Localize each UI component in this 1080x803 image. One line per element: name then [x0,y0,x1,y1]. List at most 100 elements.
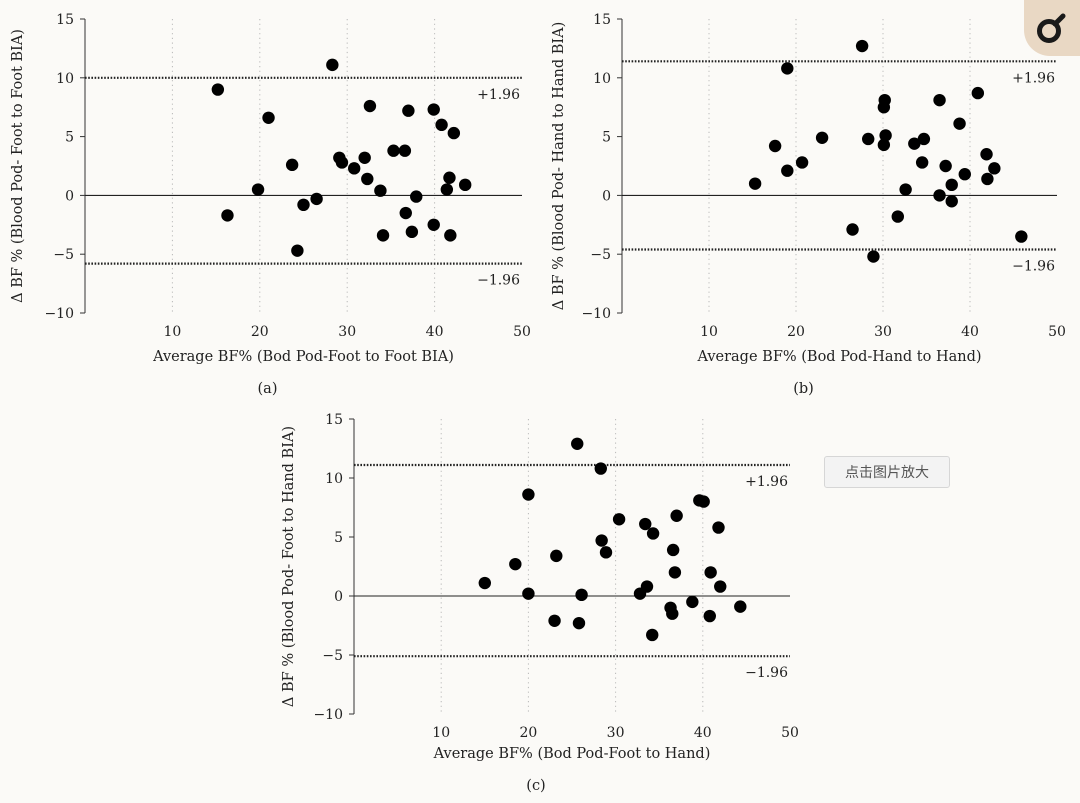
y-tick-label: 10 [56,71,74,87]
data-point [945,178,958,192]
panel-label: (a) [258,381,278,397]
x-axis-title: Average BF% (Bod Pod-Foot to Hand) [433,746,711,762]
data-point [405,225,419,239]
y-axis-title: Δ BF % (Blood Pod- Foot to Foot BIA) [10,29,26,303]
data-point [297,198,310,212]
y-tick-label: 15 [593,12,611,28]
data-point [522,488,535,501]
data-point [714,580,727,593]
zoom-button[interactable] [1024,0,1080,56]
magnifier-icon [1037,13,1066,43]
data-point [427,218,440,231]
data-point [933,93,946,107]
data-point [326,58,339,72]
enlarge-tooltip[interactable]: 点击图片放大 [824,456,950,488]
data-point [980,148,993,161]
data-point [877,138,891,152]
data-point [953,117,966,130]
data-point [933,189,946,202]
y-tick-label: 10 [593,71,611,87]
data-point [646,628,659,642]
data-point [262,111,275,124]
data-point [899,183,912,196]
data-point [435,118,448,132]
data-point [335,156,349,169]
y-tick-label: 15 [325,412,343,428]
data-point [646,527,660,540]
data-point [640,580,654,593]
x-tick-label: 10 [700,324,718,340]
y-tick-label: −5 [322,648,343,664]
x-tick-label: 30 [607,725,625,741]
y-tick-label: 0 [602,188,611,204]
y-tick-label: −10 [581,306,611,322]
data-point [666,607,679,620]
x-tick-label: 20 [787,324,805,340]
data-point [612,513,626,526]
data-point [458,178,472,192]
y-tick-label: −10 [44,306,74,322]
x-tick-label: 50 [1048,324,1066,340]
data-point [712,521,725,534]
data-point [572,616,586,630]
x-tick-label: 10 [163,324,181,340]
data-point [639,517,652,531]
upper-loa-label: +1.96 [1012,70,1055,86]
y-tick-label: −10 [313,707,343,723]
x-axis-title: Average BF% (Bod Pod-Hand to Hand) [696,349,981,365]
x-tick-label: 20 [251,324,269,340]
data-point [575,588,588,602]
data-point [548,614,561,627]
data-point [768,139,782,153]
data-point [358,151,371,164]
data-point [387,144,400,157]
data-point [981,172,994,186]
data-point [862,132,875,146]
data-point [1015,230,1028,243]
y-tick-label: 0 [65,188,74,204]
data-point [571,437,584,450]
data-point [427,103,440,116]
data-point [310,192,323,206]
data-point [670,509,683,522]
data-point [697,495,710,508]
data-point [402,104,415,117]
y-tick-label: 10 [325,471,343,487]
data-point [251,183,265,196]
lower-loa-label: −1.96 [1012,258,1055,274]
y-tick-label: 5 [602,130,611,146]
chart-panel-c: −10 −5 0 5 10 15 10 20 30 40 50 +1.96 −1.96 Average B… [281,412,799,794]
y-tick-label: −5 [53,247,74,263]
data-point [908,137,921,150]
data-point [988,162,1001,175]
data-point [443,171,456,184]
chart-panel-a: −10 −5 0 5 10 15 10 20 30 40 50 +1.96 −1.96 Average B… [10,12,531,397]
data-point [440,183,454,196]
x-tick-label: 50 [513,324,531,340]
data-point [891,210,904,223]
x-tick-label: 40 [426,324,444,340]
data-point [878,93,891,107]
x-tick-label: 20 [519,725,537,741]
y-tick-label: 5 [65,130,74,146]
data-point [945,195,958,208]
data-point [374,184,387,197]
data-point [291,244,304,257]
lower-loa-label: −1.96 [745,665,788,681]
x-tick-label: 30 [874,324,892,340]
x-axis-title: Average BF% (Bod Pod-Foot to Foot BIA) [152,349,454,365]
x-tick-label: 40 [694,725,712,741]
data-point [971,86,985,100]
data-point [958,168,971,181]
x-tick-label: 10 [432,725,450,741]
panel-label: (c) [526,778,545,794]
data-point [398,144,412,157]
data-point [509,557,522,571]
y-axis-title: Δ BF % (Blood Pod- Hand to Hand BIA) [551,22,567,311]
data-point [815,131,829,144]
data-point [211,83,225,96]
data-point [781,62,794,75]
data-point [939,159,952,173]
chart-panel-b: −10 −5 0 5 10 15 10 20 30 40 50 +1.96 −1.96 Average B… [551,12,1066,397]
